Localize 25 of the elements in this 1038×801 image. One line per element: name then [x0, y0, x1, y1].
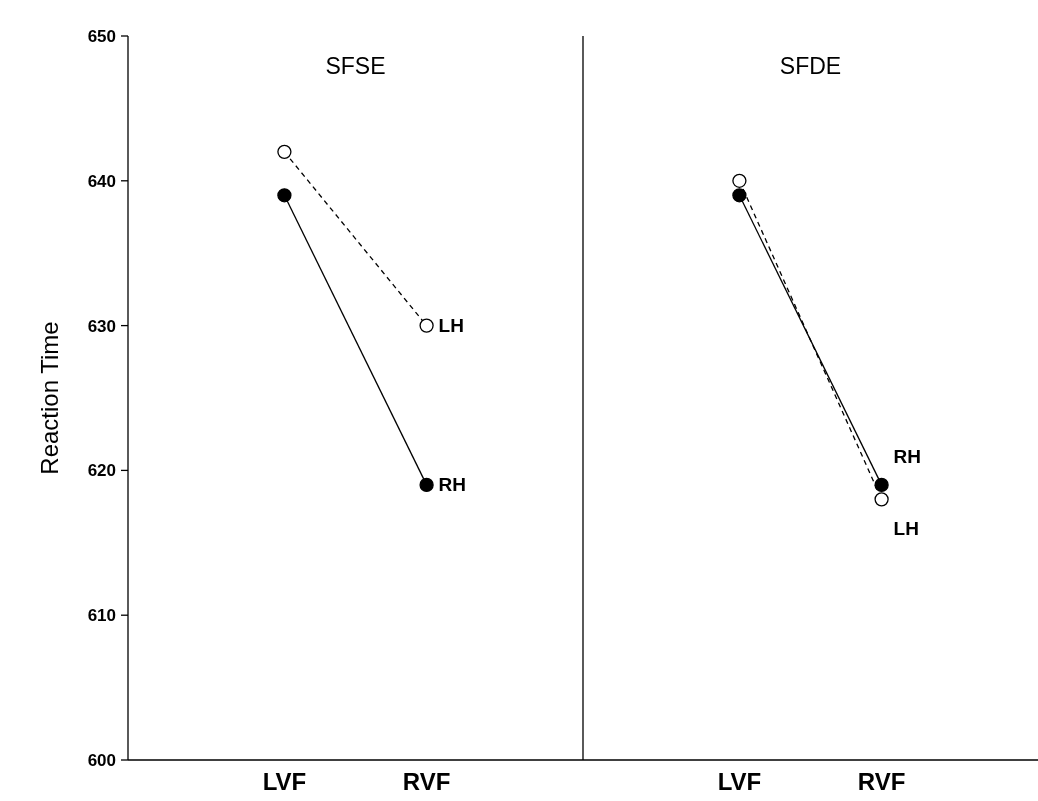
text: SFDE — [779, 53, 842, 79]
point — [277, 144, 292, 159]
y-tick-label: 640 — [87, 171, 116, 191]
series-label: LH — [438, 314, 464, 336]
x-tick-label: LVF — [262, 768, 307, 795]
y-tick-label: 630 — [87, 316, 116, 336]
point — [732, 188, 747, 203]
point — [419, 318, 434, 333]
y-tick-label: 650 — [87, 27, 116, 46]
point — [732, 173, 747, 188]
text: SFSE — [325, 53, 386, 79]
series-label: LH — [893, 518, 919, 540]
x-tick-label: LVF — [717, 768, 762, 795]
y-tick-label: 600 — [87, 751, 116, 770]
series-label: RH — [893, 445, 922, 467]
point — [419, 477, 434, 493]
y-tick-label: 610 — [87, 606, 116, 626]
x-tick-label: RVF — [402, 768, 451, 795]
y-tick-label: 620 — [87, 461, 116, 481]
point — [874, 477, 889, 493]
point — [874, 492, 889, 507]
y-axis-title: Reaction Time — [36, 321, 63, 475]
series-label: RH — [438, 473, 467, 495]
point — [277, 188, 292, 203]
x-tick-label: RVF — [857, 768, 906, 795]
